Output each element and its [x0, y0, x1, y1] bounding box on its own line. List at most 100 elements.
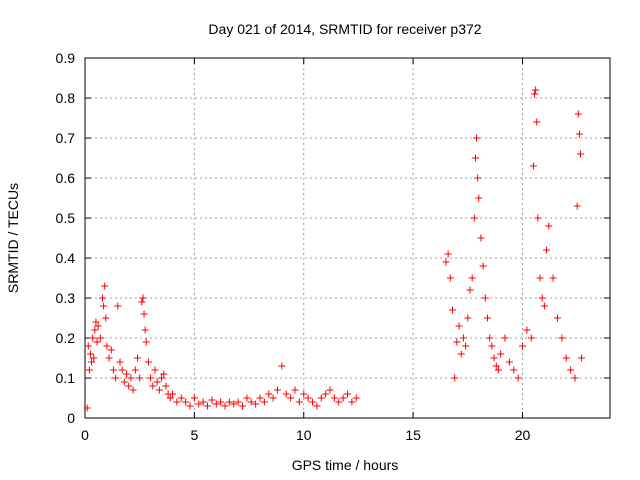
data-point: [519, 342, 526, 350]
data-point: [138, 298, 146, 306]
data-point: [247, 398, 255, 406]
data-point: [144, 358, 152, 366]
data-point: [88, 358, 96, 366]
data-point: [510, 366, 518, 374]
data-point: [239, 402, 246, 410]
y-tick-label: 0.9: [56, 50, 76, 66]
y-tick-label: 0.7: [56, 130, 76, 146]
data-point: [444, 250, 452, 258]
data-point: [101, 282, 109, 290]
data-point: [120, 378, 128, 386]
data-point: [141, 326, 149, 334]
data-point: [182, 398, 190, 406]
y-tick-label: 0.5: [56, 210, 76, 226]
data-point: [295, 398, 303, 406]
data-point: [326, 386, 334, 394]
data-point: [102, 314, 110, 322]
data-point: [484, 314, 491, 322]
data-point: [505, 358, 513, 366]
data-point: [269, 394, 277, 402]
data-point: [459, 334, 467, 342]
data-point: [147, 374, 155, 382]
y-axis-label: SRMTID / TECUs: [5, 183, 21, 293]
data-point: [488, 342, 496, 350]
plot-frame: [84, 57, 611, 419]
y-tick-label: 0: [67, 410, 75, 426]
data-point: [562, 354, 570, 362]
data-point: [348, 398, 356, 406]
data-point: [140, 310, 148, 318]
data-point: [92, 318, 100, 326]
data-point: [529, 162, 537, 170]
data-point: [451, 374, 459, 382]
data-point: [466, 286, 474, 294]
data-point: [221, 402, 229, 410]
data-point: [291, 386, 299, 394]
data-point: [578, 354, 586, 362]
x-axis-label: GPS time / hours: [292, 457, 399, 473]
data-point: [494, 366, 502, 374]
data-point: [300, 390, 308, 398]
data-point: [131, 366, 139, 374]
data-point: [446, 274, 454, 282]
data-point: [252, 400, 260, 408]
data-point: [554, 314, 561, 322]
data-point: [151, 366, 159, 374]
data-point: [339, 394, 347, 402]
data-point: [468, 274, 476, 282]
data-point: [243, 394, 251, 402]
data-point: [534, 214, 542, 222]
data-point: [497, 350, 505, 358]
data-point: [114, 302, 122, 310]
data-point: [481, 294, 489, 302]
data-point: [352, 394, 360, 402]
data-point: [538, 294, 546, 302]
data-point: [116, 358, 124, 366]
data-point: [322, 390, 330, 398]
data-point: [474, 174, 482, 182]
data-point: [217, 398, 225, 406]
data-point: [96, 334, 104, 342]
x-tick-label: 10: [296, 427, 312, 443]
data-point: [109, 366, 117, 374]
data-point: [153, 378, 161, 386]
data-point: [83, 404, 91, 412]
grid: [85, 58, 610, 418]
data-point: [234, 398, 242, 406]
data-point: [149, 382, 157, 390]
data-point: [127, 374, 135, 382]
data-point: [479, 262, 487, 270]
y-tick-label: 0.2: [56, 330, 76, 346]
data-point: [573, 202, 581, 210]
data-point: [278, 362, 286, 370]
chart-title: Day 021 of 2014, SRMTID for receiver p37…: [208, 21, 481, 37]
y-tick-label: 0.3: [56, 290, 76, 306]
data-point: [93, 338, 101, 346]
y-tick-label: 0.8: [56, 90, 76, 106]
data-point: [455, 322, 463, 330]
data-point: [317, 394, 325, 402]
data-point: [464, 314, 472, 322]
data-point: [199, 398, 207, 406]
data-point: [571, 374, 579, 382]
data-point: [86, 350, 94, 358]
data-point: [107, 346, 115, 354]
data-point: [162, 382, 170, 390]
data-point: [225, 398, 233, 406]
data-point: [558, 334, 566, 342]
data-point: [85, 366, 93, 374]
data-point: [330, 394, 338, 402]
axis-ticks: 0 0.1 0.2 0.3 0.4 0.5 0.6 0.7 0.8 0.9 0 5 10 15 20: [56, 50, 610, 443]
data-point: [527, 334, 535, 342]
data-point: [94, 322, 102, 330]
data-point: [134, 354, 141, 362]
data-point: [208, 396, 216, 404]
data-point: [313, 402, 321, 410]
x-tick-label: 5: [190, 427, 198, 443]
data-point: [492, 362, 500, 370]
x-tick-label: 20: [515, 427, 531, 443]
data-point: [335, 398, 343, 406]
y-tick-label: 0.4: [56, 250, 76, 266]
data-point: [100, 302, 108, 310]
